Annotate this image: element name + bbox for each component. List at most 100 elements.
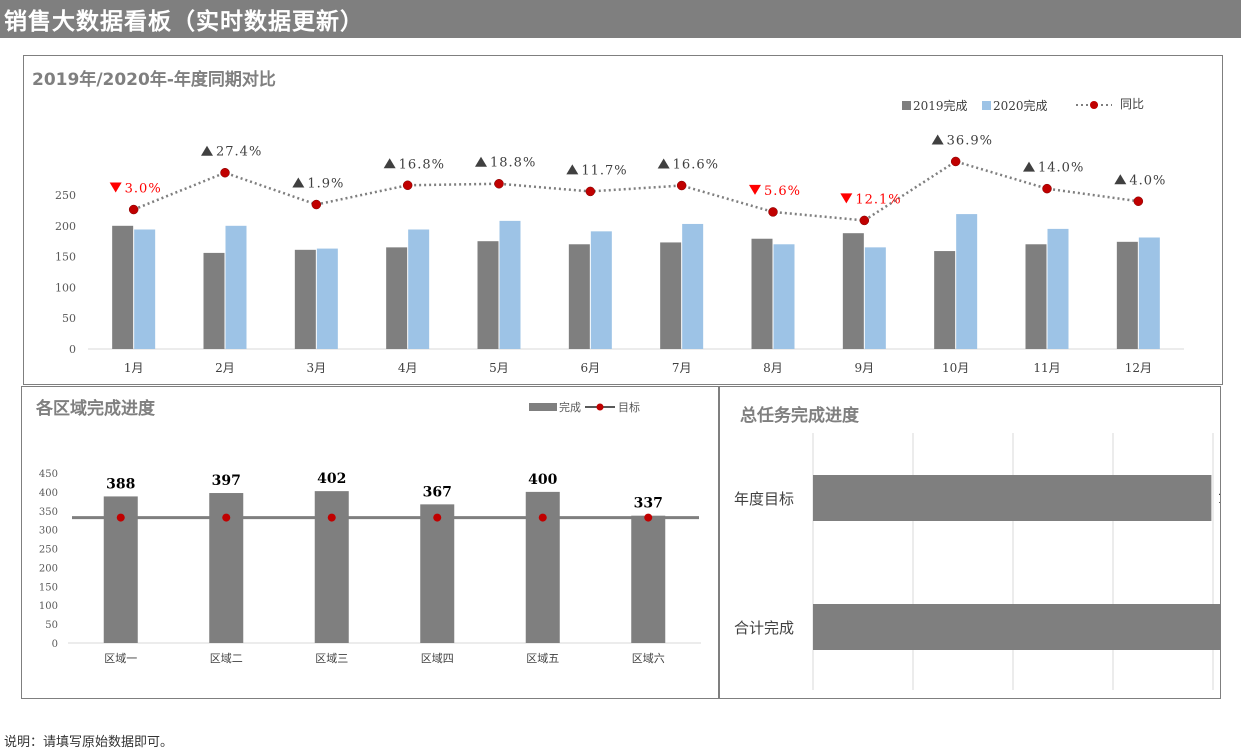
bar-2019 — [294, 249, 316, 349]
region-data-label: 400 — [528, 472, 557, 488]
yoy-data-label: 12.1% — [855, 192, 901, 207]
yoy-chart: 0 50 100 150 200 250 1月 2月 3月 4月 5月 6月 7月 8月 9月 10月 11月 1… — [55, 97, 1184, 375]
x-tick-label: 11月 — [1033, 361, 1060, 375]
total-bar — [813, 475, 1212, 521]
bar-2020 — [316, 248, 338, 349]
region-data-label: 388 — [106, 476, 135, 492]
bar-2020 — [682, 223, 704, 349]
bar-2020 — [1047, 228, 1069, 349]
yoy-point — [768, 207, 778, 217]
y-tick-label: 年度目标 — [734, 490, 794, 508]
y-tick-label: 0 — [69, 343, 76, 356]
legend-label-target: 目标 — [618, 400, 640, 414]
legend-swatch-2019 — [902, 101, 911, 110]
bar-2020 — [956, 214, 978, 349]
up-arrow-icon — [566, 164, 579, 175]
header-bar: 销售大数据看板（实时数据更新） — [0, 0, 1241, 38]
down-arrow-icon — [749, 184, 761, 195]
x-tick-label: 7月 — [672, 361, 692, 375]
yoy-point — [1133, 196, 1144, 207]
y-tick-label: 450 — [39, 469, 58, 480]
target-point — [116, 513, 125, 522]
bar-2019 — [934, 251, 956, 349]
total-data-label: 1992 — [1217, 491, 1220, 507]
up-arrow-icon — [292, 177, 305, 188]
x-tick-label: 区域四 — [421, 652, 454, 665]
yoy-point — [128, 204, 139, 215]
yoy-line — [133, 160, 1139, 222]
region-data-label: 397 — [212, 473, 241, 489]
yoy-data-label: 5.6% — [764, 184, 801, 199]
yoy-data-label: 4.0% — [1129, 173, 1166, 188]
up-arrow-icon — [201, 145, 213, 156]
yoy-data-label: 11.7% — [581, 163, 627, 178]
x-tick-label: 3月 — [307, 361, 327, 375]
bar-2019 — [112, 225, 134, 349]
up-arrow-icon — [931, 134, 944, 145]
up-arrow-icon — [475, 156, 487, 167]
yoy-point — [311, 199, 322, 210]
region-data-label: 402 — [317, 471, 346, 487]
bar-2019 — [660, 242, 682, 349]
x-tick-label: 区域二 — [210, 652, 243, 665]
y-tick-label: 200 — [39, 563, 58, 574]
legend-swatch-2020 — [982, 101, 991, 110]
target-point — [538, 513, 547, 522]
yoy-panel: 2019年/2020年-年度同期对比 0 50 100 150 200 250 1月 2月 3月… — [23, 55, 1223, 385]
y-tick-label: 合计完成 — [734, 619, 794, 637]
legend-marker-target — [596, 403, 604, 411]
bar-2020 — [773, 244, 795, 349]
x-tick-label: 区域六 — [632, 652, 665, 665]
x-tick-label: 区域三 — [315, 652, 348, 665]
total-panel-title: 总任务完成进度 — [740, 406, 859, 426]
up-arrow-icon — [657, 158, 670, 169]
yoy-data-label: 14.0% — [1038, 161, 1084, 176]
x-tick-label: 1月 — [124, 361, 144, 375]
bar-2019 — [842, 233, 864, 349]
legend-label-2020: 2020完成 — [993, 98, 1048, 113]
bar-2020 — [225, 225, 247, 349]
yoy-point — [402, 180, 413, 191]
bar-2019 — [203, 252, 225, 349]
yoy-data-label: 3.0% — [125, 182, 162, 197]
yoy-data-label: 16.8% — [399, 157, 445, 172]
down-arrow-icon — [840, 193, 853, 204]
x-tick-label: 10月 — [942, 361, 969, 375]
up-arrow-icon — [383, 158, 396, 169]
target-point — [222, 513, 231, 522]
target-point — [644, 513, 653, 522]
y-tick-label: 250 — [39, 545, 58, 556]
x-tick-label: 2月 — [215, 361, 235, 375]
y-tick-label: 150 — [39, 582, 58, 593]
bar-2020 — [408, 229, 430, 349]
total-bar — [813, 604, 1220, 650]
legend-label-done: 完成 — [559, 400, 581, 414]
y-tick-label: 250 — [55, 189, 76, 202]
yoy-data-label: 1.9% — [307, 177, 344, 192]
yoy-point — [676, 180, 687, 191]
yoy-data-label: 27.4% — [216, 145, 262, 160]
yoy-point — [859, 215, 870, 226]
bar-2019 — [477, 241, 499, 349]
region-panel: 各区域完成进度 0 50 100 150 200 250 300 350 400 450 388 区域… — [21, 386, 719, 699]
legend-label-2019: 2019完成 — [913, 98, 968, 113]
legend-swatch-done — [529, 403, 557, 411]
yoy-panel-title: 2019年/2020年-年度同期对比 — [32, 70, 276, 90]
x-tick-label: 区域五 — [526, 652, 559, 665]
total-panel: 总任务完成进度 年度目标1992合计完成2291 — [719, 386, 1221, 699]
y-tick-label: 50 — [62, 312, 76, 325]
bar-2020 — [590, 231, 612, 349]
bar-2020 — [499, 220, 521, 349]
y-tick-label: 300 — [39, 526, 58, 537]
footer-note: 说明：请填写原始数据即可。 — [4, 735, 174, 750]
x-tick-label: 区域一 — [104, 652, 137, 665]
page-title: 销售大数据看板（实时数据更新） — [4, 9, 364, 35]
target-point — [327, 513, 336, 522]
yoy-point — [585, 186, 596, 197]
x-tick-label: 6月 — [581, 361, 601, 375]
region-data-label: 367 — [423, 484, 452, 500]
bar-2019 — [1116, 241, 1138, 349]
y-tick-label: 100 — [39, 601, 58, 612]
up-arrow-icon — [1023, 161, 1035, 172]
total-chart: 年度目标1992合计完成2291 — [734, 433, 1220, 690]
